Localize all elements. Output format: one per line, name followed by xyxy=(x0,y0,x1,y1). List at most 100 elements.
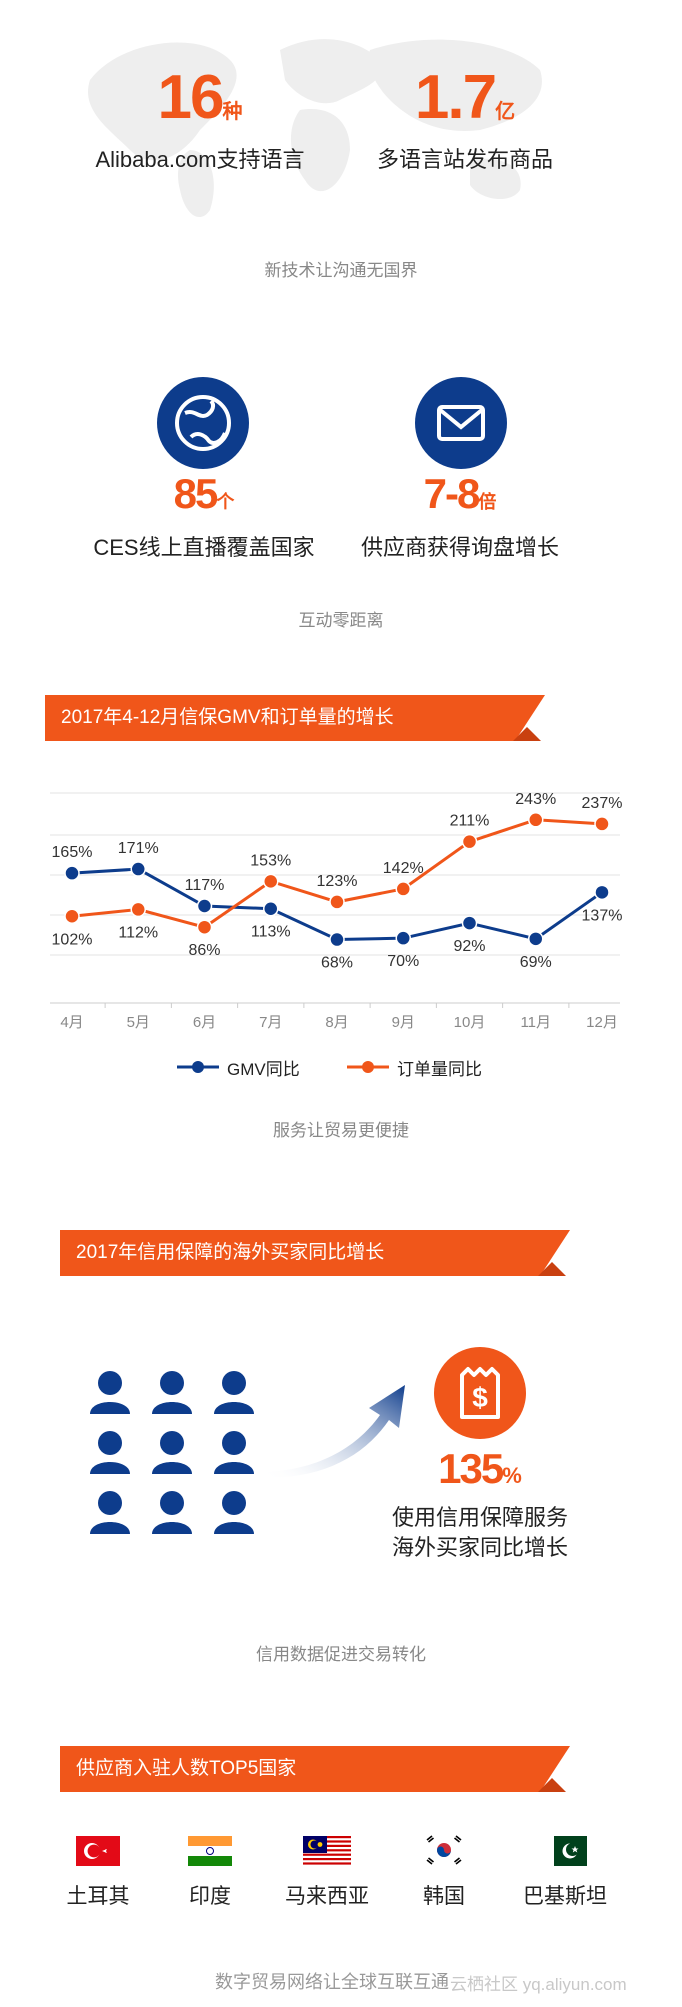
stat-buyers-line2: 海外买家同比增长 xyxy=(391,1535,568,1560)
data-point xyxy=(64,865,80,881)
data-label: 86% xyxy=(188,942,220,959)
stat-unit: 种 xyxy=(222,101,243,123)
section-caption: 互动零距离 xyxy=(298,611,384,630)
country-label: 印度 xyxy=(189,1885,231,1908)
footer-caption: 数字贸易网络让全球互联互通 xyxy=(215,1972,449,1992)
countries-banner: 供应商入驻人数TOP5国家 xyxy=(60,1746,570,1792)
data-point xyxy=(395,881,411,897)
data-point xyxy=(130,861,146,877)
banner-title: 2017年4-12月信保GMV和订单量的增长 xyxy=(61,707,394,728)
data-point xyxy=(263,900,279,917)
stat-languages: 16种 xyxy=(80,62,320,133)
data-point xyxy=(594,816,610,832)
data-point xyxy=(594,884,610,901)
turkey-flag-icon xyxy=(76,1836,120,1866)
data-point xyxy=(528,931,544,947)
shopping-bag-dollar-icon: $ xyxy=(434,1347,526,1439)
banner-title: 供应商入驻人数TOP5国家 xyxy=(76,1758,297,1779)
data-label: 68% xyxy=(321,955,353,972)
stat-buyers: 135% xyxy=(380,1445,580,1493)
x-tick-label: 5月 xyxy=(127,1014,150,1031)
x-tick-label: 12月 xyxy=(586,1014,618,1031)
data-label: 123% xyxy=(317,873,358,890)
stat-value: 135 xyxy=(438,1445,504,1492)
data-point xyxy=(130,901,146,918)
chart-banner: 2017年4-12月信保GMV和订单量的增长 xyxy=(45,695,545,741)
x-tick-label: 4月 xyxy=(60,1014,83,1031)
envelope-icon xyxy=(415,377,507,469)
data-label: 92% xyxy=(453,938,485,955)
data-label: 211% xyxy=(450,813,490,830)
data-point xyxy=(329,931,345,948)
data-label: 69% xyxy=(520,954,552,971)
x-tick-label: 7月 xyxy=(259,1014,282,1031)
banner-title: 2017年信用保障的海外买家同比增长 xyxy=(76,1242,385,1263)
stat-products-label: 多语言站发布商品 xyxy=(376,147,553,172)
people-grid-icon xyxy=(90,1371,254,1534)
stat-value: 1.7 xyxy=(414,63,497,132)
malaysia-flag-icon xyxy=(303,1836,351,1866)
banner-shape xyxy=(60,1746,570,1792)
data-label: 165% xyxy=(52,844,93,861)
growth-arrow-icon xyxy=(265,1385,405,1478)
stat-unit: % xyxy=(502,1463,522,1488)
line-chart: 4月 5月 6月 7月 8月 9月 10月 11月 12月 165% 171% 117% 113% 68%… xyxy=(50,791,623,1031)
stat-value: 85 xyxy=(173,470,219,517)
data-point xyxy=(461,915,478,931)
stat-buyers-line1: 使用信用保障服务 xyxy=(391,1505,568,1530)
data-label: 113% xyxy=(251,924,291,941)
country-label: 韩国 xyxy=(423,1885,465,1908)
svg-text:$: $ xyxy=(472,1382,488,1413)
data-label: 117% xyxy=(185,877,225,894)
section-caption: 新技术让沟通无国界 xyxy=(264,261,418,280)
data-point xyxy=(196,919,213,935)
stat-products: 1.7亿 xyxy=(360,62,570,133)
korea-flag-icon xyxy=(422,1834,466,1866)
watermark: 云栖社区 yq.aliyun.com xyxy=(450,1975,627,1994)
pakistan-flag-icon xyxy=(543,1836,587,1866)
data-point xyxy=(196,898,213,914)
world-map-background xyxy=(88,39,542,218)
data-label: 112% xyxy=(118,924,158,941)
data-label: 102% xyxy=(52,931,93,948)
stat-inquiries: 7-8倍 xyxy=(360,470,560,518)
banner-shape xyxy=(60,1230,570,1276)
india-flag-icon xyxy=(188,1836,232,1866)
data-point xyxy=(461,833,478,850)
buyers-banner: 2017年信用保障的海外买家同比增长 xyxy=(60,1230,570,1276)
data-label: 171% xyxy=(118,840,159,857)
legend-gmv-label: GMV同比 xyxy=(227,1060,300,1079)
data-point xyxy=(329,894,345,910)
data-point xyxy=(528,812,544,828)
x-tick-label: 11月 xyxy=(520,1014,551,1031)
stat-inquiries-label: 供应商获得询盘增长 xyxy=(360,535,559,560)
country-label: 土耳其 xyxy=(66,1885,130,1908)
stat-value: 7-8 xyxy=(423,470,481,517)
stat-languages-label: Alibaba.com支持语言 xyxy=(95,147,305,172)
stat-unit: 个 xyxy=(216,492,235,512)
legend-gmv-marker xyxy=(177,1061,219,1073)
banner-shape xyxy=(45,695,545,741)
chart-legend: GMV同比 订单量同比 xyxy=(175,1055,535,1079)
legend-orders-label: 订单量同比 xyxy=(397,1060,482,1079)
data-label: 153% xyxy=(250,852,291,869)
globe-icon xyxy=(157,377,249,469)
stat-countries: 85个 xyxy=(104,470,304,518)
x-tick-label: 9月 xyxy=(392,1014,415,1031)
x-tick-label: 10月 xyxy=(454,1014,486,1031)
stat-unit: 亿 xyxy=(495,101,516,123)
country-label: 巴基斯坦 xyxy=(523,1885,607,1908)
x-tick-label: 6月 xyxy=(193,1014,216,1031)
data-label: 70% xyxy=(387,953,419,970)
data-point xyxy=(64,908,80,925)
x-tick-label: 8月 xyxy=(325,1014,348,1031)
section-caption: 服务让贸易更便捷 xyxy=(273,1121,409,1140)
legend-orders-marker xyxy=(347,1061,389,1073)
data-point xyxy=(263,873,279,890)
stat-unit: 倍 xyxy=(478,492,497,512)
data-label: 243% xyxy=(515,791,556,808)
stat-countries-label: CES线上直播覆盖国家 xyxy=(93,535,315,560)
data-label: 137% xyxy=(582,907,623,924)
data-point xyxy=(395,930,411,946)
section-caption: 信用数据促进交易转化 xyxy=(256,1645,426,1664)
